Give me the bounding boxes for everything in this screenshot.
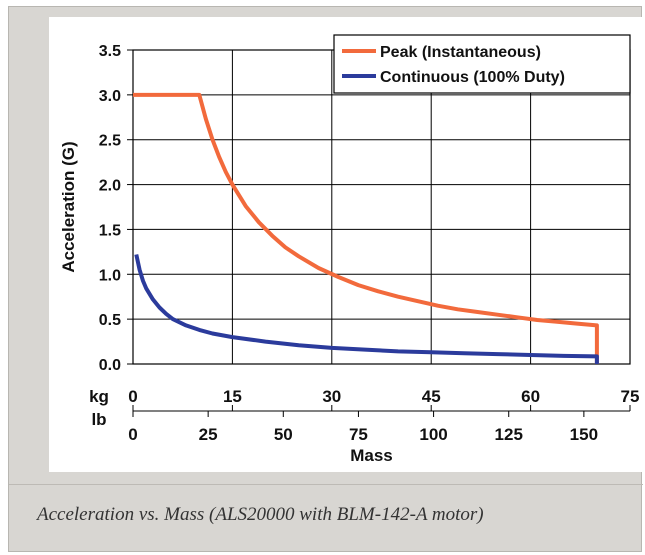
kg-tick-label: 0 (128, 387, 137, 406)
y-tick-label: 3.5 (99, 43, 121, 60)
legend-label: Peak (Instantaneous) (380, 44, 541, 61)
kg-tick-label: 30 (322, 387, 341, 406)
y-tick-label: 3.0 (99, 88, 121, 105)
kg-axis-unit: kg (89, 387, 109, 406)
legend-box (333, 34, 631, 94)
lb-tick-label: 100 (419, 425, 447, 444)
kg-tick-label: 15 (223, 387, 242, 406)
plot-border (132, 49, 631, 365)
legend-label: Continuous (100% Duty) (380, 69, 565, 86)
lb-tick-label: 150 (570, 425, 598, 444)
acceleration-mass-chart: 0.0 0.5 1.0 1.5 2.0 2.5 3.0 3.5 Acceleration (G)… (59, 34, 640, 465)
chart-panel: 0.0 0.5 1.0 1.5 2.0 2.5 3.0 3.5 Acceleration (G)… (49, 17, 644, 472)
kg-tick-label: 60 (521, 387, 540, 406)
kg-tick-label: 75 (621, 387, 640, 406)
lb-axis-unit: lb (91, 410, 106, 429)
lb-tick-label: 25 (199, 425, 218, 444)
series-line-peak (133, 92, 599, 364)
figure-caption: Acceleration vs. Mass (ALS20000 with BLM… (37, 504, 484, 525)
kg-tick-label: 45 (422, 387, 441, 406)
y-axis-label: Acceleration (G) (59, 141, 78, 272)
y-tick-label: 0.5 (99, 312, 121, 329)
lb-tick-label: 50 (274, 425, 293, 444)
series-line-continuous (134, 254, 599, 364)
y-tick-label: 1.0 (99, 267, 121, 284)
y-tick-label: 2.0 (99, 178, 121, 195)
y-tick-label: 1.5 (99, 222, 121, 239)
caption-divider (9, 484, 643, 485)
lb-tick-label: 125 (495, 425, 523, 444)
lb-tick-label: 75 (349, 425, 368, 444)
x-axis-label: Mass (350, 446, 393, 465)
y-tick-label: 2.5 (99, 133, 121, 150)
figure-frame: 0.0 0.5 1.0 1.5 2.0 2.5 3.0 3.5 Acceleration (G)… (8, 6, 644, 552)
lb-tick-label: 0 (128, 425, 137, 444)
y-tick-label: 0.0 (99, 357, 121, 374)
